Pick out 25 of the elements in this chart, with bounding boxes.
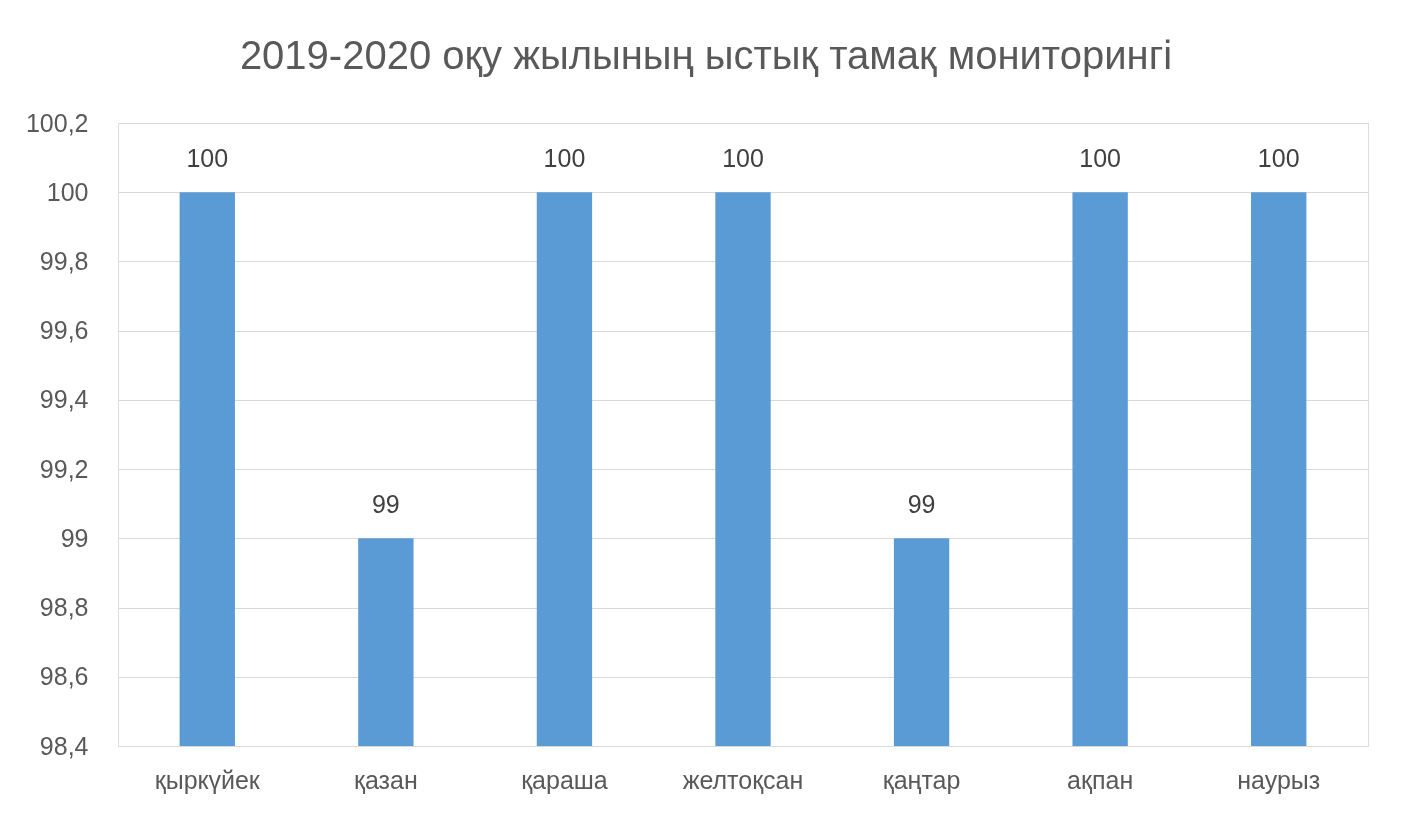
x-tick-label: қазан	[353, 765, 418, 794]
y-tick-label: 100	[46, 177, 89, 206]
data-label: 100	[722, 144, 764, 173]
data-label: 100	[1257, 144, 1300, 173]
y-tick-label: 98,8	[39, 593, 89, 622]
data-label: 99	[907, 490, 936, 519]
x-tick-label: желтоқсан	[682, 765, 804, 794]
x-tick-label: қараша	[521, 765, 608, 794]
data-label: 100	[1079, 144, 1121, 173]
chart-title: 2019-2020 оқу жылының ыстық тамақ мониторингі	[239, 33, 1173, 77]
x-tick-label: ақпан	[1067, 765, 1134, 794]
data-label: 99	[371, 490, 400, 519]
y-tick-label: 99,2	[39, 454, 89, 483]
y-tick-label: 99,8	[39, 246, 89, 275]
x-tick-label: қаңтар	[882, 765, 961, 794]
y-tick-label: 99,6	[39, 316, 89, 345]
y-tick-label: 99,4	[39, 385, 89, 414]
y-tick-label: 100,2	[25, 108, 89, 137]
x-tick-label: наурыз	[1237, 765, 1321, 794]
x-tick-label: қыркүйек	[154, 765, 261, 794]
data-label: 100	[543, 144, 586, 173]
y-tick-label: 98,6	[39, 662, 89, 691]
y-tick-label: 99	[60, 523, 89, 552]
data-label: 100	[186, 144, 229, 173]
y-tick-label: 98,4	[39, 731, 89, 760]
